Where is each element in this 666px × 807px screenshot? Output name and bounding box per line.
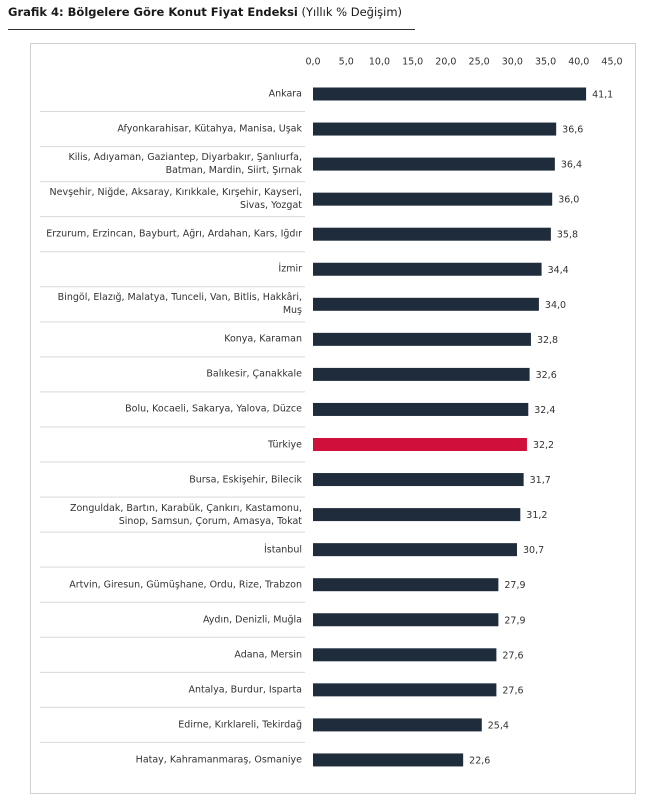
title-block: Grafik 4: Bölgelere Göre Konut Fiyat End… bbox=[8, 5, 402, 19]
category-label: Afyonkarahisar, Kütahya, Manisa, Uşak bbox=[117, 123, 302, 135]
category-label: Türkiye bbox=[267, 439, 302, 450]
value-label: 41,1 bbox=[592, 90, 613, 101]
bar bbox=[313, 122, 557, 136]
bar bbox=[313, 438, 527, 451]
bar bbox=[313, 613, 499, 627]
bar bbox=[313, 367, 530, 381]
value-label: 35,8 bbox=[557, 230, 578, 241]
bar bbox=[313, 157, 555, 171]
value-label: 25,4 bbox=[488, 720, 509, 731]
bar bbox=[313, 648, 497, 662]
value-label: 32,8 bbox=[537, 335, 558, 346]
value-label: 27,6 bbox=[502, 650, 523, 661]
category-label: Balıkesir, Çanakkale bbox=[206, 368, 302, 380]
bar bbox=[313, 297, 539, 311]
category-label: Aydın, Denizli, Muğla bbox=[202, 614, 302, 626]
title-rule bbox=[8, 29, 415, 30]
bar bbox=[313, 753, 464, 767]
chart-frame bbox=[30, 43, 636, 794]
bar bbox=[313, 508, 521, 522]
value-label: 27,9 bbox=[504, 615, 525, 626]
category-label: Antalya, Burdur, Isparta bbox=[188, 684, 302, 696]
bar bbox=[313, 192, 553, 206]
bar bbox=[313, 578, 499, 592]
value-label: 31,2 bbox=[526, 510, 547, 521]
category-label: Artvin, Giresun, Gümüşhane, Ordu, Rize, … bbox=[69, 579, 302, 591]
value-label: 34,4 bbox=[548, 265, 569, 276]
bar bbox=[313, 402, 529, 416]
x-tick-label: 30,0 bbox=[502, 57, 523, 68]
category-label: Hatay, Kahramanmaraş, Osmaniye bbox=[135, 754, 302, 766]
value-label: 30,7 bbox=[523, 545, 544, 556]
bar bbox=[313, 227, 551, 241]
category-label: Adana, Mersin bbox=[234, 649, 302, 661]
value-label: 34,0 bbox=[545, 300, 566, 311]
x-tick-label: 0,0 bbox=[305, 57, 320, 68]
value-label: 31,7 bbox=[530, 475, 551, 486]
value-label: 32,2 bbox=[533, 440, 554, 451]
bar bbox=[313, 262, 542, 276]
bar bbox=[313, 473, 524, 487]
value-label: 32,4 bbox=[534, 405, 555, 416]
x-tick-label: 35,0 bbox=[535, 57, 556, 68]
category-label: Nevşehir, Niğde, Aksaray, Kırıkkale, Kır… bbox=[49, 187, 302, 212]
value-label: 36,6 bbox=[562, 125, 583, 136]
x-tick-label: 5,0 bbox=[339, 57, 354, 68]
category-label: İstanbul bbox=[263, 544, 302, 556]
category-label: Konya, Karaman bbox=[224, 333, 302, 345]
chart-subtitle: (Yıllık % Değişim) bbox=[301, 5, 403, 19]
value-label: 36,4 bbox=[561, 160, 582, 171]
value-label: 32,6 bbox=[536, 370, 557, 381]
bar bbox=[313, 543, 517, 557]
bar bbox=[313, 332, 531, 346]
category-label: Ankara bbox=[268, 88, 302, 100]
x-tick-label: 20,0 bbox=[435, 57, 456, 68]
category-label: İzmir bbox=[278, 263, 302, 275]
x-tick-label: 25,0 bbox=[469, 57, 490, 68]
x-tick-label: 45,0 bbox=[601, 57, 622, 68]
x-tick-label: 10,0 bbox=[369, 57, 390, 68]
category-label: Bolu, Kocaeli, Sakarya, Yalova, Düzce bbox=[125, 403, 302, 415]
bar bbox=[313, 718, 482, 732]
x-tick-label: 40,0 bbox=[568, 57, 589, 68]
bar bbox=[313, 683, 497, 697]
category-label: Zonguldak, Bartın, Karabük, Çankırı, Kas… bbox=[69, 502, 302, 527]
value-label: 27,9 bbox=[504, 580, 525, 591]
category-label: Bursa, Eskişehir, Bilecik bbox=[189, 474, 302, 486]
x-tick-label: 15,0 bbox=[402, 57, 423, 68]
category-label: Erzurum, Erzincan, Bayburt, Ağrı, Ardaha… bbox=[46, 228, 302, 240]
value-label: 27,6 bbox=[502, 685, 523, 696]
value-label: 22,6 bbox=[469, 755, 490, 766]
category-label: Bingöl, Elazığ, Malatya, Tunceli, Van, B… bbox=[57, 292, 302, 317]
bar bbox=[313, 87, 587, 101]
category-label: Kilis, Adıyaman, Gaziantep, Diyarbakır, … bbox=[68, 152, 302, 177]
value-label: 36,0 bbox=[558, 195, 579, 206]
chart-title: Grafik 4: Bölgelere Göre Konut Fiyat End… bbox=[8, 5, 298, 19]
category-label: Edirne, Kırklareli, Tekirdağ bbox=[178, 719, 302, 731]
